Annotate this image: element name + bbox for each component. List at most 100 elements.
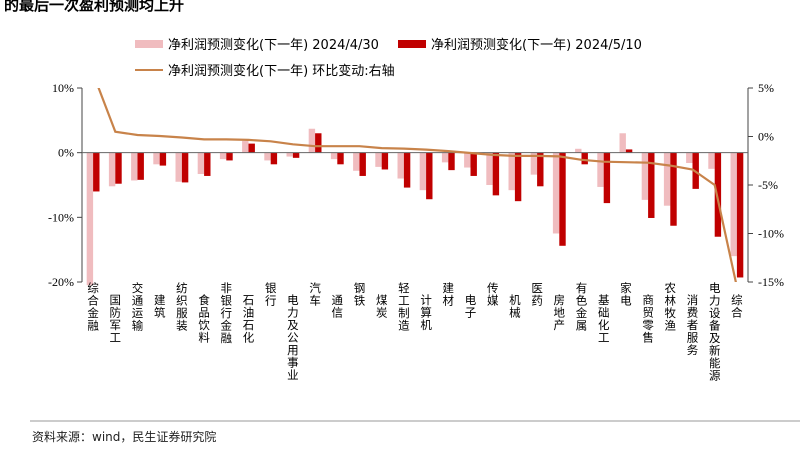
category-label-3: 建筑 [154, 293, 166, 320]
right-tick-label: -10% [758, 227, 784, 241]
bar-series-1-20 [530, 152, 538, 175]
bar-series-1-7 [242, 141, 249, 153]
right-tick-label: -5% [758, 178, 778, 192]
bar-series-1-2 [131, 152, 138, 181]
bar-series-1-19 [508, 152, 515, 191]
bar-series-1-26 [663, 152, 671, 206]
bar-series-1-18 [486, 152, 493, 185]
category-label-19: 机械 [509, 293, 521, 320]
bar-series-1-21 [552, 152, 560, 234]
category-label-7: 石油石化 [243, 293, 255, 345]
bar-series-2-16 [448, 152, 455, 171]
category-label-20: 医药 [531, 281, 543, 308]
bar-series-1-10 [308, 128, 316, 153]
bar-series-1-11 [330, 152, 338, 160]
category-label-23: 基础化工 [598, 293, 610, 345]
category-label-16: 建材 [443, 281, 455, 308]
bar-series-1-13 [375, 152, 382, 167]
category-label-9: 电力及公用事业 [287, 293, 299, 382]
right-tick-label: 0% [758, 130, 774, 144]
source-note: 资料来源：wind，民生证券研究院 [32, 430, 217, 444]
bar-series-2-6 [226, 152, 233, 161]
category-label-14: 轻工制造 [398, 281, 410, 333]
bar-series-1-6 [219, 152, 227, 160]
bar-series-1-25 [641, 152, 649, 200]
right-tick-label: -15% [758, 275, 784, 289]
bar-series-2-0 [93, 152, 100, 192]
bar-series-2-1 [115, 152, 122, 184]
bar-series-1-29 [730, 152, 737, 257]
category-label-24: 家电 [620, 281, 632, 308]
category-label-11: 通信 [332, 293, 344, 320]
category-label-8: 银行 [265, 281, 277, 308]
legend-swatch-series-2 [398, 40, 426, 48]
bar-series-2-3 [159, 152, 167, 166]
bar-series-2-23 [603, 152, 611, 204]
category-label-10: 汽车 [309, 281, 321, 308]
bar-series-2-29 [736, 152, 744, 278]
line-series-3 [97, 88, 737, 282]
bar-series-2-20 [537, 152, 544, 187]
bar-series-1-24 [619, 133, 626, 153]
bar-series-2-5 [204, 152, 211, 176]
bar-series-1-17 [464, 152, 471, 168]
bar-series-2-13 [381, 152, 389, 170]
category-label-26: 农林牧渔 [665, 281, 677, 333]
bar-series-2-10 [315, 133, 322, 153]
legend-label-series-2: 净利润预测变化(下一年) 2024/5/10 [431, 37, 642, 53]
bar-series-2-17 [470, 152, 477, 176]
category-label-4: 纺织服装 [176, 281, 188, 333]
bar-series-1-23 [597, 152, 604, 187]
bar-series-1-28 [708, 152, 715, 169]
right-tick-label: 5% [758, 81, 774, 95]
bar-series-2-15 [426, 152, 433, 200]
category-label-13: 煤炭 [376, 293, 388, 320]
bar-series-2-25 [648, 152, 655, 218]
left-tick-label: -20% [48, 275, 74, 289]
bar-series-2-14 [403, 152, 411, 188]
category-label-27: 消费者服务 [687, 293, 699, 357]
bar-series-1-15 [419, 152, 427, 191]
category-label-21: 房地产 [554, 293, 566, 332]
bar-series-2-18 [492, 152, 500, 196]
bar-series-2-11 [337, 152, 344, 165]
bar-series-1-9 [286, 152, 293, 157]
category-label-5: 食品饮料 [198, 293, 210, 345]
bar-series-1-22 [575, 148, 582, 153]
category-label-17: 电子 [465, 293, 477, 320]
left-tick-label: 0% [58, 146, 74, 160]
bar-series-1-4 [175, 152, 182, 182]
bar-series-2-12 [359, 152, 366, 176]
category-label-22: 有色金属 [576, 281, 588, 333]
bar-series-2-24 [625, 149, 633, 153]
bar-series-2-19 [514, 152, 522, 202]
legend-label-series-3: 净利润预测变化(下一年) 环比变动:右轴 [168, 63, 395, 79]
left-tick-label: -10% [48, 210, 74, 224]
bar-series-2-9 [292, 152, 300, 158]
bar-series-2-8 [270, 152, 278, 165]
category-label-1: 国防军工 [110, 293, 122, 345]
bar-series-1-12 [353, 152, 360, 171]
bar-series-2-2 [137, 152, 144, 180]
bar-series-1-0 [86, 152, 94, 286]
category-label-0: 综合金融 [87, 281, 99, 333]
bar-series-1-16 [441, 152, 449, 163]
chart-title: 的最后一次盈利预测均上升 [4, 0, 185, 14]
category-label-2: 交通运输 [132, 281, 144, 333]
category-label-12: 钢铁 [354, 281, 366, 308]
category-label-28: 电力设备及新能源 [709, 281, 721, 383]
bar-series-1-5 [197, 152, 205, 175]
bar-series-2-7 [248, 143, 255, 153]
bar-series-1-3 [153, 152, 160, 165]
category-label-18: 传媒 [487, 281, 499, 308]
bar-series-1-14 [397, 152, 404, 179]
category-label-25: 商贸零售 [642, 293, 654, 345]
category-label-29: 综合 [731, 293, 743, 320]
legend-swatch-series-1 [135, 40, 163, 48]
legend-label-series-1: 净利润预测变化(下一年) 2024/4/30 [168, 37, 379, 53]
category-label-15: 计算机 [420, 293, 432, 332]
bar-series-1-27 [686, 152, 693, 164]
bar-series-2-21 [559, 152, 566, 246]
bar-series-2-26 [670, 152, 677, 226]
